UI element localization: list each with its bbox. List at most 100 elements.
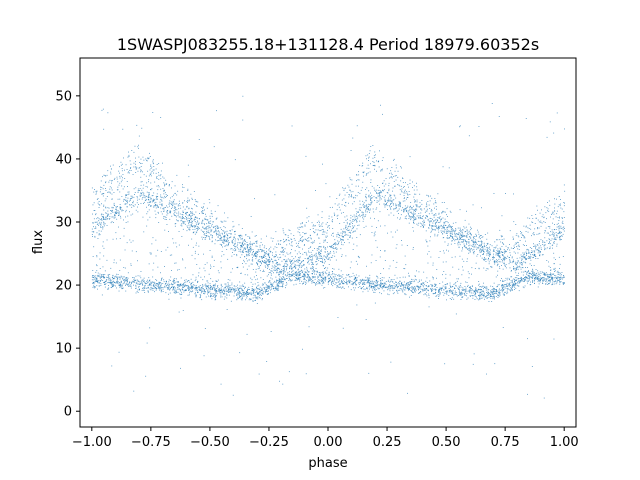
data-point <box>256 286 257 288</box>
data-point <box>176 284 178 285</box>
data-point <box>192 290 193 292</box>
data-point <box>315 284 316 286</box>
data-point <box>231 240 233 242</box>
data-point <box>177 205 179 207</box>
data-point <box>480 255 481 257</box>
data-point <box>314 278 316 280</box>
data-point <box>510 254 511 256</box>
data-point <box>486 286 488 288</box>
data-point <box>228 291 230 293</box>
data-point <box>367 278 369 280</box>
data-point <box>527 217 529 219</box>
data-point <box>371 286 373 287</box>
data-point <box>558 220 560 221</box>
data-point <box>408 215 410 217</box>
data-point <box>429 217 431 219</box>
data-point <box>131 204 133 206</box>
data-point <box>192 225 194 227</box>
data-point <box>344 232 346 234</box>
data-point <box>457 238 458 240</box>
data-point <box>242 284 244 286</box>
data-point <box>290 261 291 263</box>
data-point <box>297 269 299 271</box>
data-point <box>407 282 409 284</box>
data-point <box>263 261 265 263</box>
data-point <box>302 275 304 277</box>
data-point <box>415 208 417 210</box>
data-point <box>459 230 461 231</box>
data-point <box>216 225 218 227</box>
data-point <box>187 188 189 190</box>
data-point <box>416 204 418 206</box>
data-point <box>545 280 547 282</box>
data-point <box>322 222 324 224</box>
data-point <box>262 293 263 295</box>
data-point <box>513 268 515 270</box>
data-point <box>307 281 309 283</box>
data-point <box>327 229 328 231</box>
data-point <box>406 282 408 284</box>
data-point <box>102 216 104 218</box>
data-point <box>366 288 367 289</box>
data-point <box>332 285 334 287</box>
data-point <box>445 230 447 232</box>
data-point <box>380 286 382 288</box>
data-point <box>230 300 232 302</box>
data-point <box>362 212 364 214</box>
data-point <box>507 287 509 289</box>
data-point <box>465 287 467 289</box>
data-point <box>207 291 209 293</box>
data-point <box>211 240 213 242</box>
data-point <box>159 282 161 284</box>
data-point <box>103 205 105 207</box>
data-point <box>380 284 382 286</box>
data-point <box>281 278 283 279</box>
data-point <box>245 293 247 295</box>
data-point <box>251 259 253 261</box>
data-point <box>356 280 358 282</box>
data-point <box>109 216 111 218</box>
data-point <box>451 290 452 292</box>
data-point <box>312 250 314 251</box>
data-point <box>228 286 230 288</box>
data-point <box>515 284 517 286</box>
data-point <box>319 254 321 255</box>
data-point <box>150 197 152 199</box>
data-point <box>123 280 125 281</box>
data-point <box>553 283 555 285</box>
data-point <box>388 185 390 187</box>
data-point <box>536 276 538 278</box>
data-point <box>271 285 273 287</box>
data-point <box>92 283 94 284</box>
data-point <box>426 203 428 205</box>
data-point <box>112 281 114 283</box>
data-point <box>359 281 361 283</box>
data-point <box>403 286 405 288</box>
data-point <box>436 287 438 288</box>
data-point <box>384 200 386 202</box>
data-point <box>286 268 288 270</box>
data-point <box>337 234 339 235</box>
data-point <box>301 269 302 271</box>
data-point <box>175 290 177 292</box>
data-point <box>140 282 142 284</box>
data-point <box>483 242 485 244</box>
data-point <box>545 274 547 276</box>
data-point <box>471 239 472 241</box>
data-point <box>426 282 428 283</box>
data-point <box>265 252 267 254</box>
data-point <box>416 285 418 287</box>
data-point <box>487 259 489 261</box>
data-point <box>467 234 469 235</box>
data-point <box>215 291 217 293</box>
data-point <box>528 273 530 274</box>
data-point <box>541 277 543 279</box>
data-point <box>398 282 399 284</box>
data-point <box>295 272 297 273</box>
data-point <box>360 214 362 216</box>
data-point <box>504 291 506 293</box>
data-point <box>523 261 525 263</box>
data-point <box>191 215 193 216</box>
data-point <box>331 216 333 218</box>
data-point <box>333 273 335 275</box>
